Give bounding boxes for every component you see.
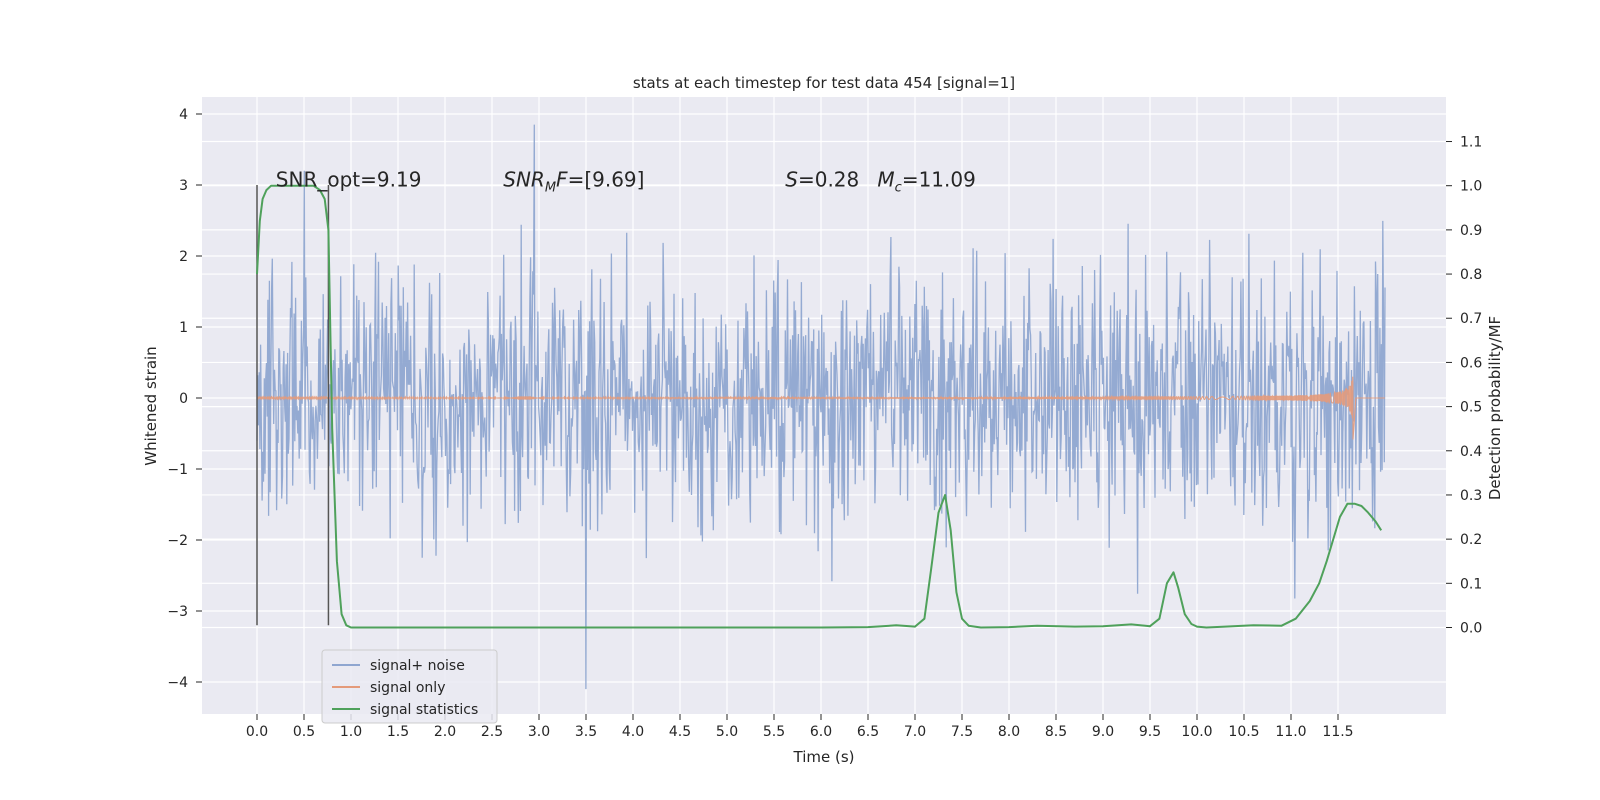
y-tick-label-right: 0.0 <box>1460 621 1482 637</box>
x-tick-label: 11.5 <box>1322 724 1353 740</box>
legend-entry: signal+ noise <box>370 658 465 674</box>
y-tick-label-left: −2 <box>167 533 188 549</box>
x-tick-label: 9.0 <box>1092 724 1114 740</box>
x-tick-label: 8.0 <box>998 724 1020 740</box>
x-tick-label: 10.0 <box>1181 724 1212 740</box>
annotation-text: Mc=11.09 <box>877 167 975 195</box>
annotation-main: S <box>785 167 798 191</box>
y-tick-label-right: 1.0 <box>1460 179 1482 195</box>
annotation-tail: =0.28 <box>798 167 859 191</box>
annotation-tail: F=[9.69] <box>556 167 644 191</box>
y-tick-label-right: 0.7 <box>1460 311 1482 327</box>
annotation-text: SNRMF=[9.69] <box>503 167 644 195</box>
x-tick-label: 5.5 <box>763 724 785 740</box>
signal-only-series <box>256 376 1385 440</box>
annotations: SNR_opt=9.19 SNRMF=[9.69] S=0.28 Mc=11.09 <box>276 167 976 195</box>
x-tick-label: 6.0 <box>810 724 832 740</box>
y-tick-label-right: 0.2 <box>1460 532 1482 548</box>
signal-only-line <box>256 376 1385 440</box>
y-tick-label-left: 4 <box>179 107 188 123</box>
y-tick-label-right: 0.4 <box>1460 444 1482 460</box>
y-tick-label-left: 1 <box>179 320 188 336</box>
signal-statistics-series <box>256 184 1383 629</box>
x-tick-label: 1.0 <box>340 724 362 740</box>
y-tick-label-left: −4 <box>167 675 188 691</box>
x-tick-label: 7.5 <box>951 724 973 740</box>
x-tick-label: 4.5 <box>669 724 691 740</box>
x-tick-label: 6.5 <box>857 724 879 740</box>
x-tick-label: 2.0 <box>434 724 456 740</box>
annotation-subscript: c <box>895 180 902 195</box>
signal-noise-line <box>256 124 1386 690</box>
legend-box <box>321 649 498 724</box>
x-tick-label: 5.0 <box>716 724 738 740</box>
y-tick-label-right: 0.3 <box>1460 488 1482 504</box>
x-tick-label: 1.5 <box>387 724 409 740</box>
x-axis-title: Time (s) <box>793 748 855 766</box>
x-tick-label: 11.0 <box>1275 724 1306 740</box>
y-tick-label-left: 2 <box>179 249 188 265</box>
annotation-text: SNR_opt=9.19 <box>276 167 422 191</box>
annotation-main: SNR_opt=9.19 <box>276 167 422 191</box>
y-axis-title-right: Detection probability/MF <box>1486 316 1504 500</box>
y-tick-label-left: 3 <box>179 178 188 194</box>
annotation-main: M <box>877 167 894 191</box>
signal-noise-series <box>256 124 1386 690</box>
x-tick-label: 2.5 <box>481 724 503 740</box>
x-tick-label: 8.5 <box>1045 724 1067 740</box>
x-tick-label: 3.0 <box>528 724 550 740</box>
x-tick-label: 3.5 <box>575 724 597 740</box>
y-tick-label-left: −3 <box>167 604 188 620</box>
annotation-subscript: M <box>545 180 556 195</box>
chart-title: stats at each timestep for test data 454… <box>633 74 1015 92</box>
x-tick-label: 0.0 <box>246 724 268 740</box>
legend-entry: signal only <box>370 680 445 696</box>
annotation-text: S=0.28 <box>785 167 859 191</box>
legend-entry: signal statistics <box>370 702 478 718</box>
y-tick-label-right: 0.8 <box>1460 267 1482 283</box>
y-tick-label-right: 0.6 <box>1460 355 1482 371</box>
annotation-main: SNR <box>503 167 545 191</box>
y-tick-label-right: 0.9 <box>1460 223 1482 239</box>
annotation-tail: =11.09 <box>902 167 976 191</box>
y-tick-label-right: 0.1 <box>1460 576 1482 592</box>
x-tick-label: 4.0 <box>622 724 644 740</box>
signal-statistics-line <box>256 184 1383 629</box>
y-tick-label-right: 1.1 <box>1460 135 1482 151</box>
legend: signal+ noise signal only signal statistic… <box>321 649 498 724</box>
y-axis-title-left: Whitened strain <box>142 346 160 465</box>
x-tick-label: 0.5 <box>293 724 315 740</box>
y-tick-label-left: 0 <box>179 391 188 407</box>
x-tick-label: 9.5 <box>1139 724 1161 740</box>
x-tick-label: 10.5 <box>1228 724 1259 740</box>
ticks: 0.0 0.5 1.0 1.5 2.0 2.5 3.0 3.5 4.0 4.5 5.0 5.5 6.0 6… <box>167 107 1482 740</box>
y-tick-label-left: −1 <box>167 462 188 478</box>
y-tick-label-right: 0.5 <box>1460 400 1482 416</box>
x-tick-label: 7.0 <box>904 724 926 740</box>
